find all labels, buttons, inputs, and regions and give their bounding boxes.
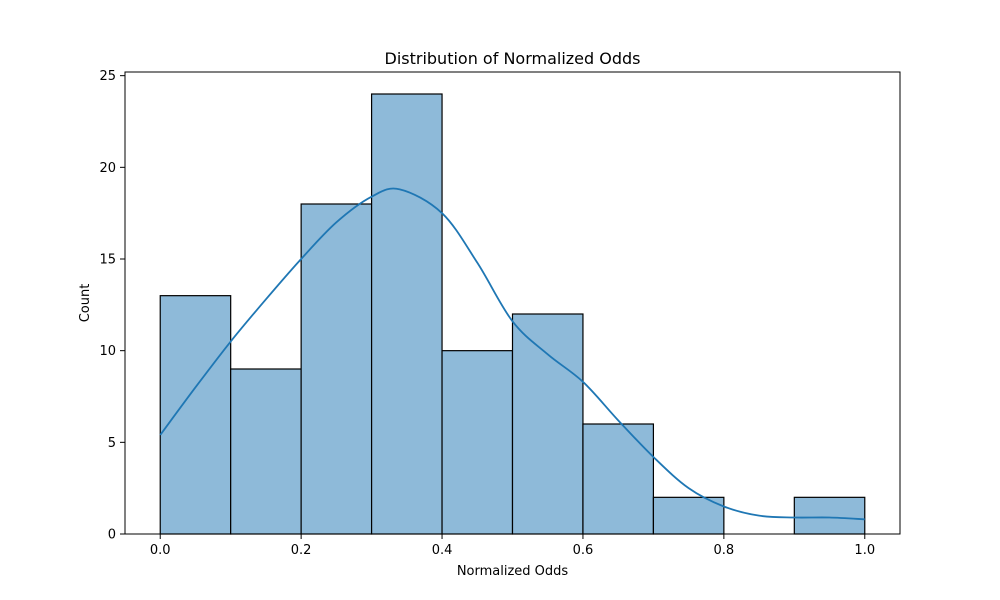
y-tick-label-2: 10: [99, 344, 116, 359]
x-tick-label-4: 0.8: [714, 543, 735, 558]
histogram-bar-3: [370, 93, 443, 535]
plot-frame: [124, 71, 901, 535]
histogram-bar-5: [511, 313, 584, 535]
x-tick-label-2: 0.4: [432, 543, 453, 558]
histogram-bar-6: [582, 423, 655, 535]
y-tick-label-3: 15: [99, 253, 116, 268]
x-tick-label-3: 0.6: [573, 543, 594, 558]
x-axis-label: Normalized Odds: [457, 564, 569, 579]
y-axis-ticks: 0 5 10 15 20 25: [99, 69, 125, 543]
histogram-bar-9: [793, 496, 866, 535]
x-axis-ticks: 0.0 0.2 0.4 0.6 0.8 1.0: [150, 534, 875, 558]
y-tick-label-4: 20: [99, 161, 116, 176]
y-tick-label-5: 25: [99, 69, 116, 84]
histogram-bar-7: [652, 496, 725, 535]
kde-curve: [159, 187, 865, 521]
histogram-bar-1: [230, 368, 302, 535]
histogram-bar-2: [300, 203, 373, 535]
chart-title: Distribution of Normalized Odds: [385, 49, 641, 68]
x-tick-label-0: 0.0: [150, 543, 171, 558]
y-tick-label-1: 5: [108, 436, 116, 451]
bars-group: [159, 93, 866, 535]
histogram-bar-4: [441, 350, 514, 535]
x-tick-label-5: 1.0: [854, 543, 875, 558]
y-tick-label-0: 0: [108, 528, 116, 543]
y-axis-label: Count: [78, 284, 93, 323]
x-tick-label-1: 0.2: [291, 543, 312, 558]
histogram-bar-0: [159, 295, 232, 535]
